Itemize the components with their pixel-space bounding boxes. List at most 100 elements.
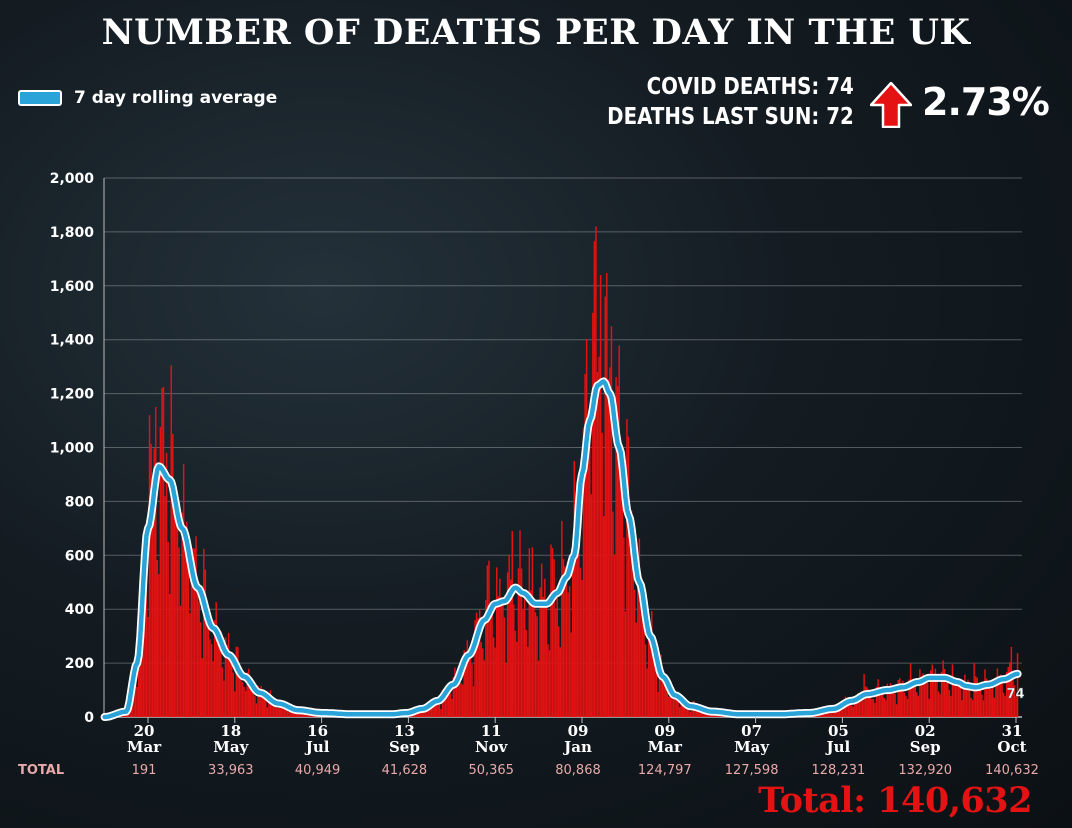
daily-bar <box>556 597 558 717</box>
x-tick-month: Sep <box>389 738 420 756</box>
daily-bar <box>1016 653 1019 717</box>
daily-bar <box>902 680 904 717</box>
daily-bar <box>855 696 858 717</box>
daily-bar <box>587 446 589 717</box>
cumulative-total: 132,920 <box>898 763 952 778</box>
daily-bar <box>172 433 174 717</box>
daily-bar <box>488 560 490 717</box>
daily-bar <box>156 560 159 717</box>
daily-bar <box>232 672 234 717</box>
daily-bar <box>957 685 960 717</box>
daily-bar <box>700 711 703 717</box>
daily-bar <box>175 487 177 717</box>
daily-bar <box>159 426 162 717</box>
daily-bar <box>217 629 219 717</box>
daily-bar <box>677 701 679 717</box>
daily-bar <box>537 660 540 717</box>
daily-bar <box>482 648 484 717</box>
daily-bar <box>548 650 551 717</box>
daily-bar <box>576 495 579 717</box>
rolling-average-line: 74 <box>100 377 1025 721</box>
daily-bar <box>610 326 613 717</box>
daily-bar <box>505 663 507 717</box>
daily-bar <box>861 700 864 717</box>
daily-bar <box>846 702 848 717</box>
daily-bar <box>207 610 210 717</box>
daily-bar <box>630 510 633 717</box>
daily-bar <box>437 699 439 717</box>
daily-bar <box>897 679 899 717</box>
daily-bar <box>277 708 279 717</box>
y-axis: 0 200 400 600 800 1,000 1,200 1,400 1,600 1,800 2,… <box>50 171 105 726</box>
cumulative-total: 41,628 <box>382 763 428 778</box>
daily-bar <box>923 678 926 717</box>
daily-bar <box>914 681 916 717</box>
daily-bar <box>1013 685 1016 717</box>
daily-bar <box>607 378 610 717</box>
daily-bar <box>257 685 259 717</box>
daily-bar <box>571 542 574 717</box>
daily-bar <box>485 599 487 717</box>
daily-bar <box>961 700 963 717</box>
daily-bar <box>151 494 154 717</box>
daily-bar <box>869 690 872 717</box>
daily-bar <box>491 604 493 717</box>
daily-bar <box>900 683 903 717</box>
daily-bar <box>623 537 625 717</box>
daily-bar <box>530 590 532 717</box>
daily-bar <box>182 464 185 717</box>
daily-bar <box>533 597 535 717</box>
daily-bar <box>646 668 648 717</box>
daily-bar <box>585 339 588 717</box>
rolling-average-series <box>102 379 1020 720</box>
daily-bar <box>849 700 851 717</box>
x-tick-month: Jul <box>825 738 851 756</box>
daily-bar <box>874 703 876 717</box>
daily-bar <box>660 654 662 717</box>
daily-bar <box>589 443 591 717</box>
stats-panel: COVID DEATHS: 74 DEATHS LAST SUN: 72 <box>607 72 854 132</box>
daily-bar <box>570 632 572 717</box>
daily-bar <box>868 689 870 717</box>
daily-bar <box>261 690 264 717</box>
daily-bar <box>968 686 971 717</box>
daily-bar <box>480 642 482 717</box>
daily-bar <box>251 686 253 717</box>
daily-bar <box>590 494 593 717</box>
daily-bar <box>908 679 910 717</box>
daily-bar <box>213 620 216 717</box>
daily-bar <box>165 452 168 717</box>
rolling-average-outline <box>100 377 1022 721</box>
daily-bar <box>993 697 996 717</box>
daily-bar <box>460 683 462 717</box>
daily-bar <box>260 686 262 717</box>
daily-bar <box>559 647 562 717</box>
daily-bar <box>637 563 639 717</box>
daily-bar <box>942 660 944 717</box>
daily-bar <box>176 528 179 717</box>
daily-bar <box>1010 646 1013 717</box>
daily-bar <box>899 678 901 717</box>
daily-bar <box>520 568 523 717</box>
x-tick-day: 31 <box>1002 722 1023 740</box>
daily-bar <box>886 683 889 717</box>
daily-bar <box>1012 678 1014 717</box>
daily-bar <box>452 676 455 717</box>
daily-bar <box>663 673 665 717</box>
daily-bar <box>206 611 208 717</box>
daily-bar <box>950 695 952 717</box>
daily-bar <box>655 669 658 717</box>
daily-bar <box>446 686 448 717</box>
daily-bar <box>153 448 155 717</box>
daily-bar <box>513 604 515 717</box>
daily-bar <box>536 616 538 717</box>
daily-bar <box>246 672 248 717</box>
daily-bar <box>661 675 664 717</box>
daily-bar <box>531 547 534 717</box>
daily-bar <box>847 700 850 717</box>
daily-bar <box>230 664 233 717</box>
x-tick-day: 05 <box>828 722 849 740</box>
daily-bar <box>647 612 650 717</box>
daily-bar <box>671 685 673 717</box>
daily-bar <box>912 686 915 717</box>
